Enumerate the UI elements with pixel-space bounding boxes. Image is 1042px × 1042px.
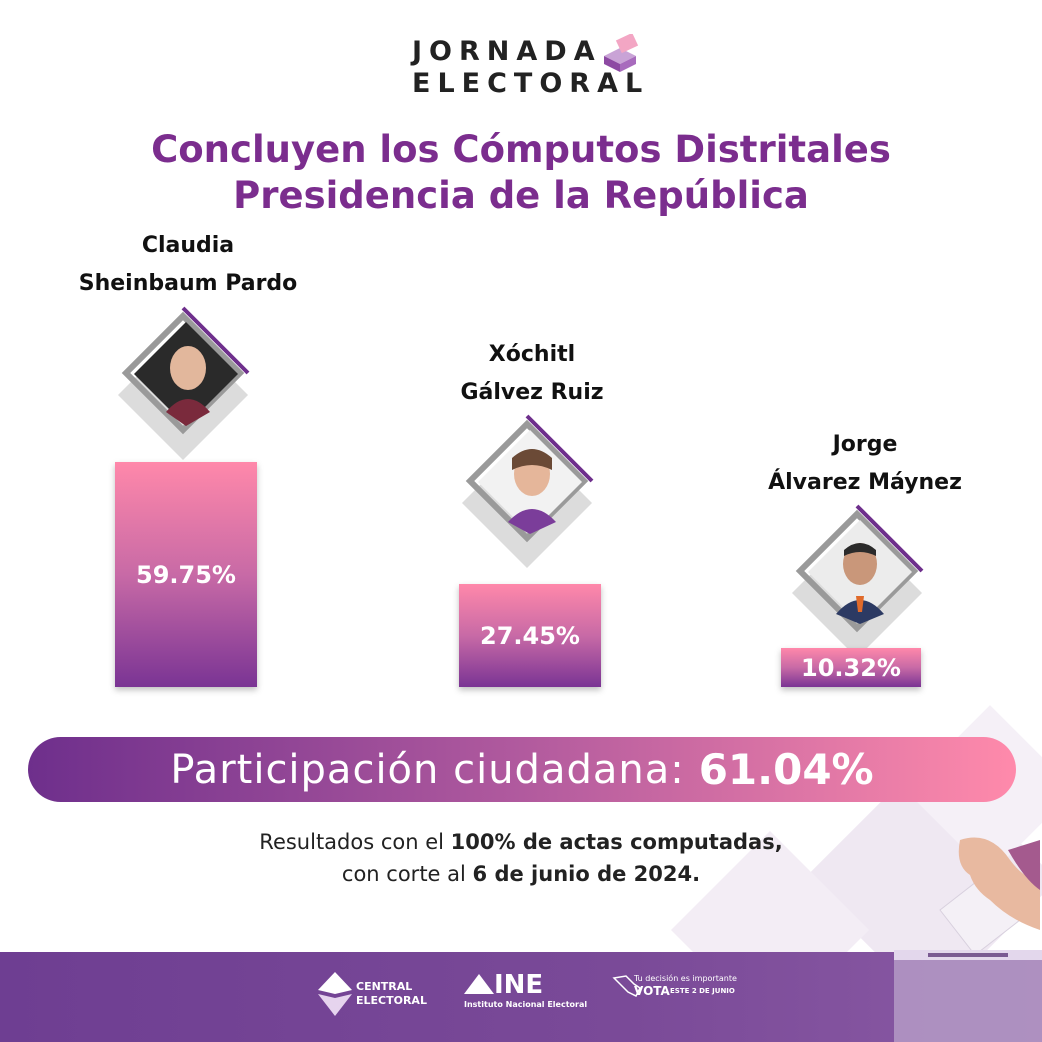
central-electoral-icon [318, 972, 352, 1016]
note-text: con corte al [341, 862, 473, 886]
ine-icon [464, 974, 494, 994]
ine-wordmark: INE [494, 970, 544, 1000]
logo-line-1: JORNADA [412, 36, 602, 67]
ballot-box-icon [894, 950, 1042, 1042]
candidate-name-line: Xóchitl [488, 342, 576, 367]
ballot-hand-icon [939, 837, 1040, 956]
central-electoral-line-1: CENTRAL [356, 980, 413, 993]
bar-1: 59.75% [115, 462, 257, 687]
candidate-name-3: Jorge Álvarez Máynez [712, 426, 1018, 502]
candidate-name-line: Gálvez Ruiz [460, 380, 604, 405]
logo-line-2: ELECTORAL [412, 68, 650, 99]
footer-bar: CENTRAL ELECTORAL INE Instituto Nacional… [0, 952, 1042, 1042]
participation-banner: Participación ciudadana: 61.04% [28, 737, 1016, 802]
note-highlight: 100% de actas computadas, [450, 830, 783, 854]
ballot-box-icon [604, 34, 639, 72]
central-electoral-line-2: ELECTORAL [356, 994, 427, 1007]
participation-label: Participación ciudadana: [170, 746, 685, 793]
mexico-map-icon [612, 975, 641, 998]
candidate-name-line: Sheinbaum Pardo [78, 271, 298, 296]
participation-value: 61.04% [698, 745, 874, 794]
candidate-photo-1 [118, 306, 250, 460]
candidate-name-1: Claudia Sheinbaum Pardo [60, 227, 316, 303]
bar-value-label-2: 27.45% [480, 622, 580, 650]
note-highlight: 6 de junio de 2024. [472, 862, 701, 886]
candidate-name-line: Álvarez Máynez [768, 470, 962, 495]
bar-3: 10.32% [781, 648, 921, 687]
candidate-name-2: Xóchitl Gálvez Ruiz [404, 336, 660, 412]
title-line-2: Presidencia de la República [233, 174, 809, 217]
vota-line-2: VOTA [634, 984, 670, 998]
vota-line-1: Tu decisión es importante [634, 974, 737, 983]
note-text: Resultados con el [259, 830, 451, 854]
candidate-name-line: Jorge [832, 432, 898, 457]
bar-value-label-1: 59.75% [136, 561, 236, 589]
title-line-1: Concluyen los Cómputos Distritales [151, 128, 891, 171]
jornada-electoral-logo: JORNADA ELECTORAL [380, 34, 660, 104]
candidate-name-line: Claudia [141, 233, 235, 258]
results-note-line-2: con corte al 6 de junio de 2024. [0, 862, 1042, 886]
candidate-photo-3 [792, 504, 924, 658]
bar-value-label-3: 10.32% [801, 654, 901, 682]
vota-line-3: ESTE 2 DE JUNIO [670, 987, 735, 995]
ine-subtitle: Instituto Nacional Electoral [464, 1000, 588, 1009]
bar-2: 27.45% [459, 584, 601, 687]
candidate-photo-2 [462, 414, 594, 568]
results-note-line-1: Resultados con el 100% de actas computad… [0, 830, 1042, 854]
